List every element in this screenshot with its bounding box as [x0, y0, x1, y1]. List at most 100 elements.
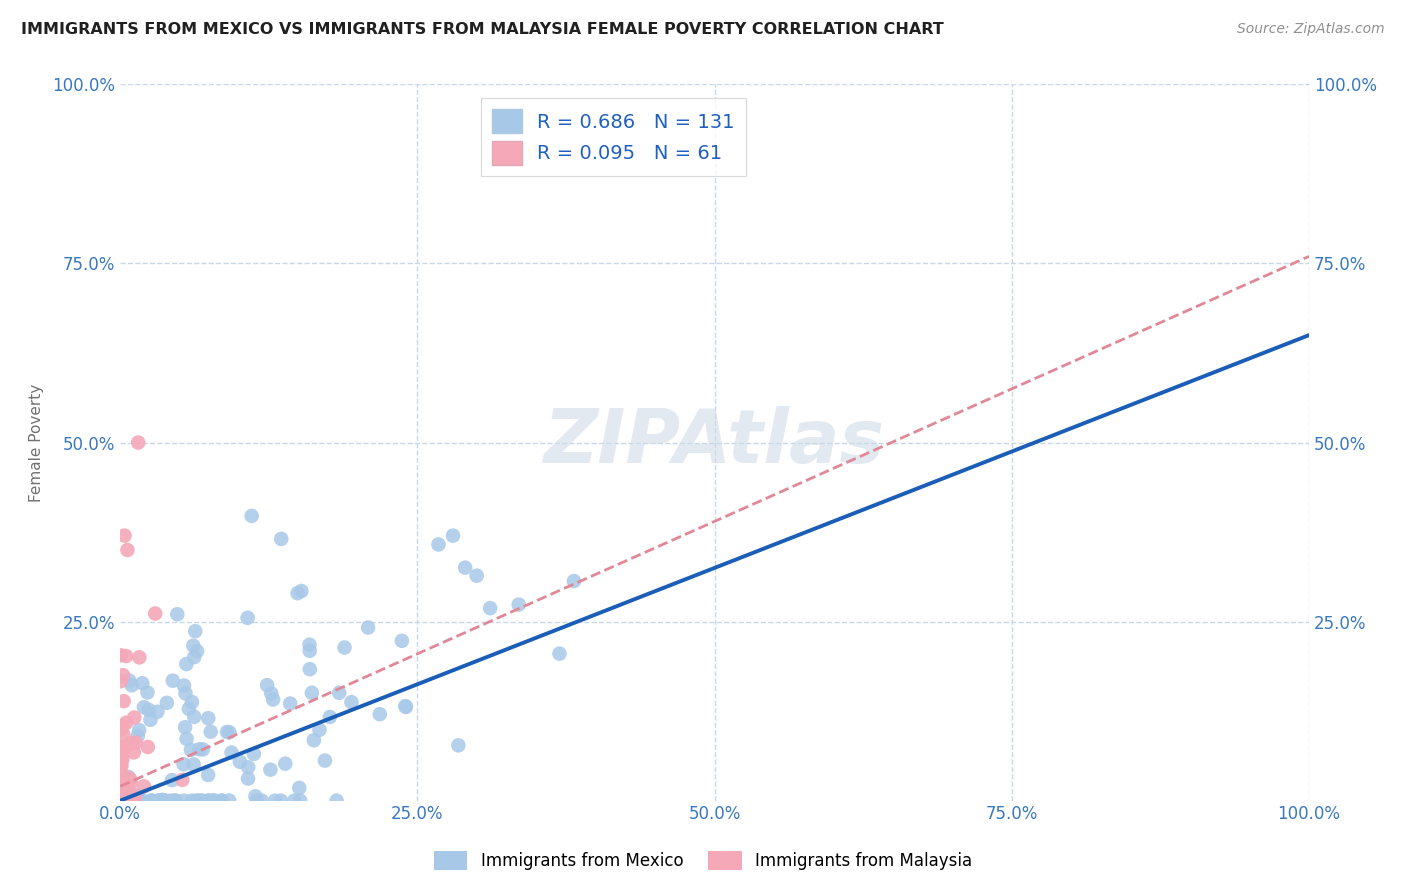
- Text: ZIPAtlas: ZIPAtlas: [544, 406, 886, 479]
- Point: [131, 676, 153, 690]
- Point: [121, 793, 143, 807]
- Text: Source: ZipAtlas.com: Source: ZipAtlas.com: [1237, 22, 1385, 37]
- Point: [183, 710, 205, 724]
- Point: [283, 794, 305, 808]
- Point: [117, 793, 139, 807]
- Point: [160, 772, 183, 787]
- Point: [259, 763, 281, 777]
- Point: [128, 650, 150, 665]
- Point: [250, 794, 273, 808]
- Point: [229, 755, 252, 769]
- Point: [197, 711, 219, 725]
- Point: [215, 725, 238, 739]
- Point: [190, 794, 212, 808]
- Point: [479, 601, 502, 615]
- Point: [447, 739, 470, 753]
- Point: [115, 771, 138, 785]
- Point: [115, 794, 138, 808]
- Point: [191, 794, 214, 808]
- Point: [302, 733, 325, 747]
- Point: [197, 794, 219, 808]
- Point: [243, 747, 266, 761]
- Point: [114, 785, 136, 799]
- Point: [110, 792, 132, 806]
- Point: [152, 793, 174, 807]
- Point: [180, 743, 202, 757]
- Point: [132, 700, 155, 714]
- Point: [111, 719, 134, 733]
- Point: [111, 786, 134, 800]
- Point: [112, 780, 135, 795]
- Point: [298, 638, 321, 652]
- Point: [148, 794, 170, 808]
- Point: [176, 731, 198, 746]
- Point: [278, 697, 301, 711]
- Point: [395, 700, 418, 714]
- Point: [153, 794, 176, 808]
- Point: [201, 794, 224, 808]
- Point: [111, 753, 134, 767]
- Point: [124, 790, 146, 805]
- Point: [159, 794, 181, 808]
- Point: [197, 768, 219, 782]
- Point: [245, 789, 267, 804]
- Point: [308, 723, 330, 737]
- Point: [132, 780, 155, 794]
- Point: [153, 794, 176, 808]
- Point: [110, 674, 132, 689]
- Point: [146, 705, 169, 719]
- Point: [111, 748, 134, 763]
- Point: [115, 648, 138, 663]
- Legend: R = 0.686   N = 131, R = 0.095   N = 61: R = 0.686 N = 131, R = 0.095 N = 61: [481, 98, 747, 177]
- Point: [165, 794, 187, 808]
- Point: [221, 746, 243, 760]
- Point: [180, 794, 202, 808]
- Point: [238, 760, 260, 774]
- Point: [298, 644, 321, 658]
- Point: [328, 686, 350, 700]
- Point: [181, 695, 204, 709]
- Point: [256, 678, 278, 692]
- Point: [246, 794, 269, 808]
- Point: [114, 780, 136, 795]
- Point: [191, 742, 214, 756]
- Point: [508, 598, 530, 612]
- Point: [114, 790, 136, 805]
- Point: [110, 752, 132, 766]
- Point: [118, 794, 141, 808]
- Point: [112, 787, 135, 801]
- Point: [110, 757, 132, 772]
- Point: [120, 792, 142, 806]
- Point: [111, 780, 134, 794]
- Point: [200, 724, 222, 739]
- Point: [166, 607, 188, 622]
- Point: [340, 695, 363, 709]
- Point: [173, 794, 195, 808]
- Point: [127, 794, 149, 808]
- Point: [173, 679, 195, 693]
- Point: [111, 668, 134, 682]
- Point: [127, 435, 149, 450]
- Point: [125, 794, 148, 808]
- Text: IMMIGRANTS FROM MEXICO VS IMMIGRANTS FROM MALAYSIA FEMALE POVERTY CORRELATION CH: IMMIGRANTS FROM MEXICO VS IMMIGRANTS FRO…: [21, 22, 943, 37]
- Point: [177, 702, 200, 716]
- Point: [183, 650, 205, 665]
- Point: [148, 794, 170, 808]
- Point: [290, 584, 312, 599]
- Point: [114, 783, 136, 797]
- Point: [262, 692, 284, 706]
- Point: [112, 739, 135, 754]
- Point: [112, 789, 135, 804]
- Point: [270, 794, 292, 808]
- Point: [118, 794, 141, 808]
- Point: [325, 794, 347, 808]
- Point: [465, 568, 488, 582]
- Point: [319, 710, 342, 724]
- Point: [110, 790, 132, 805]
- Point: [110, 759, 132, 773]
- Legend: Immigrants from Mexico, Immigrants from Malaysia: Immigrants from Mexico, Immigrants from …: [427, 844, 979, 877]
- Point: [270, 532, 292, 546]
- Point: [314, 754, 336, 768]
- Point: [128, 723, 150, 738]
- Point: [111, 780, 134, 795]
